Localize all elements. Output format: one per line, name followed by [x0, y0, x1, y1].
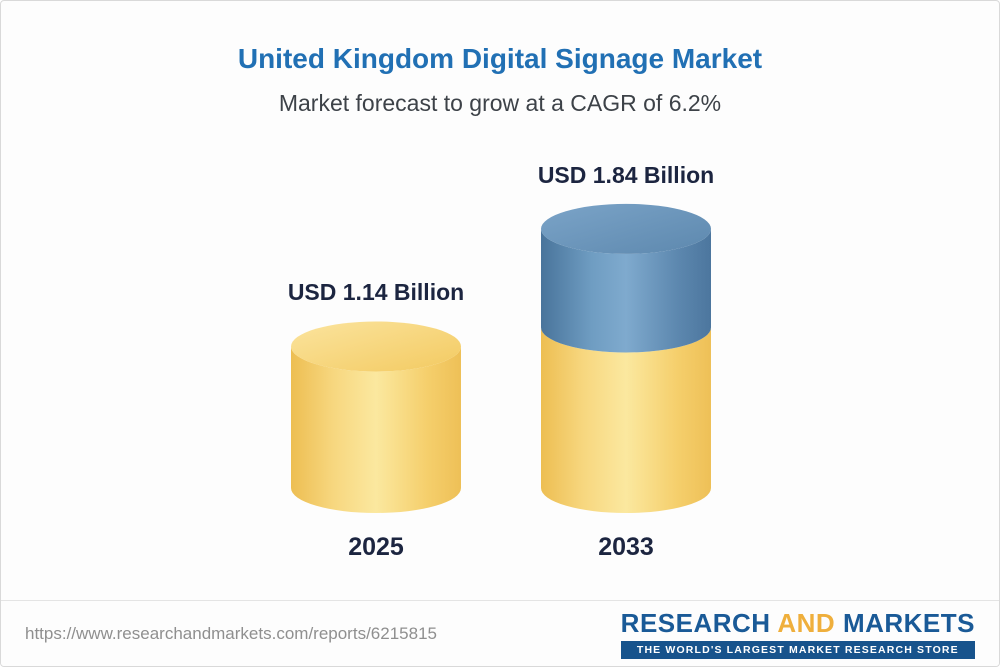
chart-title: United Kingdom Digital Signage Market	[237, 43, 763, 74]
bar-segment-2033-blue	[541, 228, 711, 353]
logo-word-research: RESEARCH	[620, 608, 771, 638]
value-label-2033: USD 1.84 Billion	[537, 161, 715, 188]
logo-wordmark: RESEARCH AND MARKETS	[621, 608, 975, 639]
logo-word-markets: MARKETS	[842, 608, 975, 638]
value-label-2025: USD 1.14 Billion	[287, 279, 465, 306]
logo-word-and: AND	[777, 608, 836, 638]
chart-subtitle: Market forecast to grow at a CAGR of 6.2…	[278, 90, 722, 116]
bar-top-face-2025	[291, 321, 461, 372]
research-and-markets-logo: RESEARCH AND MARKETS THE WORLD'S LARGEST…	[620, 608, 975, 659]
bar-segment-2033-gold	[541, 327, 711, 513]
bar-segment-2025-gold	[291, 346, 461, 513]
bar-top-face-2033	[541, 203, 711, 254]
axis-label-2025: 2025	[348, 533, 404, 561]
logo-tagline: THE WORLD'S LARGEST MARKET RESEARCH STOR…	[620, 641, 975, 659]
footer: https://www.researchandmarkets.com/repor…	[1, 600, 999, 666]
axis-label-2033: 2033	[598, 533, 654, 561]
source-url: https://www.researchandmarkets.com/repor…	[25, 623, 437, 643]
chart-header: United Kingdom Digital Signage Market Ma…	[1, 43, 999, 117]
